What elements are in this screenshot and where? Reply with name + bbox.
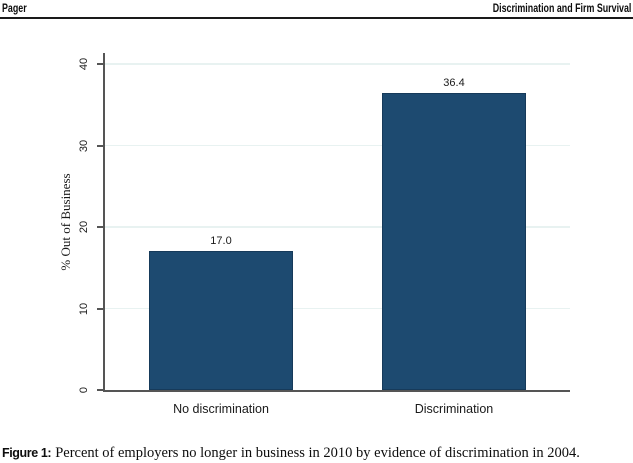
y-tick-label-text: 40 (78, 57, 90, 71)
y-tick-label-text: 0 (78, 386, 90, 394)
y-tick-label: 40 (75, 50, 93, 78)
header-rule (0, 17, 633, 19)
bar (149, 251, 293, 390)
figure-caption: Figure 1: Percent of employers no longer … (2, 445, 622, 462)
y-tick (97, 307, 105, 310)
y-tick-label-text: 30 (78, 139, 90, 152)
running-header-author: Pager (2, 1, 27, 15)
y-tick (97, 389, 105, 391)
plot-area: 0 10 20 30 40 17.0 No discrimination 36.4 Discri… (78, 53, 570, 416)
y-tick-label: 10 (75, 295, 93, 323)
bar-value-label: 17.0 (210, 235, 232, 247)
y-tick-label: 30 (75, 132, 93, 160)
y-axis-title: % Out of Business (58, 173, 73, 271)
gridline (105, 63, 570, 65)
bar-value-label: 36.4 (443, 77, 465, 89)
y-tick (97, 63, 105, 65)
y-tick (97, 226, 105, 228)
y-tick-label: 20 (75, 213, 93, 241)
y-tick (97, 144, 105, 147)
y-tick-label: 0 (75, 376, 93, 404)
running-header-title: Discrimination and Firm Survival (492, 1, 631, 15)
y-tick-label-text: 20 (78, 220, 90, 234)
y-tick-label-text: 10 (78, 302, 90, 315)
gridline (105, 226, 570, 228)
gridline (105, 144, 570, 147)
figure-caption-text: Percent of employers no longer in busine… (55, 444, 580, 461)
x-category-label: Discrimination (414, 402, 494, 416)
running-header: Pager Discrimination and Firm Survival (0, 1, 633, 16)
bar (382, 93, 526, 390)
gridline (105, 307, 570, 310)
x-category-label: No discrimination (173, 402, 269, 416)
figure-caption-label: Figure 1: (2, 445, 52, 460)
